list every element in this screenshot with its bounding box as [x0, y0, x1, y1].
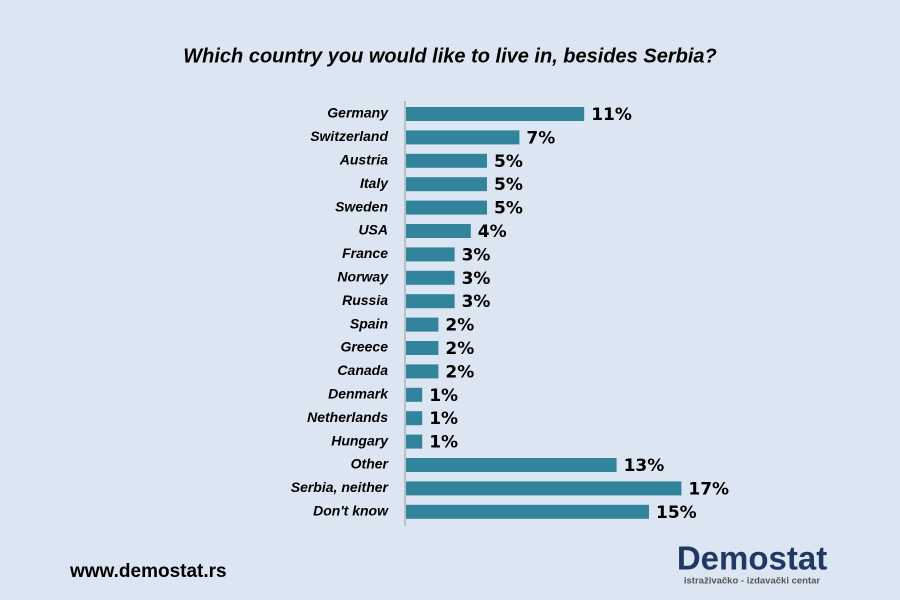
category-label: Denmark	[328, 386, 389, 402]
bar	[406, 294, 455, 309]
category-label: France	[342, 245, 388, 261]
bar	[406, 270, 455, 285]
bar	[406, 387, 423, 402]
bar	[406, 130, 520, 145]
category-label: Other	[351, 456, 390, 472]
category-label: Netherlands	[307, 409, 388, 425]
logo: Demostat	[677, 540, 827, 577]
bar	[406, 411, 423, 426]
value-label: 13%	[624, 456, 665, 476]
value-label: 5%	[494, 175, 523, 195]
category-label: Hungary	[331, 432, 389, 448]
value-label: 1%	[429, 433, 458, 453]
category-label: Switzerland	[310, 128, 388, 144]
value-label: 3%	[462, 269, 491, 289]
value-label: 2%	[445, 316, 474, 336]
bar	[406, 200, 487, 215]
website: www.demostat.rs	[69, 561, 227, 582]
value-label: 15%	[656, 503, 697, 523]
bar	[406, 317, 439, 332]
category-label: Canada	[337, 362, 388, 378]
bar	[406, 247, 455, 262]
bar	[406, 341, 439, 355]
bar	[406, 364, 439, 379]
bar	[406, 434, 423, 449]
category-label: Russia	[342, 292, 388, 308]
value-label: 2%	[445, 362, 474, 382]
category-label: Italy	[360, 175, 389, 191]
category-label: Germany	[327, 105, 389, 121]
value-label: 5%	[494, 152, 523, 172]
category-label: Sweden	[335, 198, 388, 214]
value-label: 7%	[526, 128, 555, 148]
category-label: Serbia, neither	[291, 479, 390, 495]
bar	[406, 458, 617, 472]
value-label: 17%	[688, 479, 729, 499]
value-label: 3%	[462, 245, 491, 265]
value-label: 2%	[445, 339, 474, 359]
bar	[406, 224, 471, 238]
value-label: 1%	[429, 386, 458, 406]
category-label: Spain	[350, 315, 388, 331]
value-label: 3%	[462, 292, 491, 312]
value-label: 5%	[494, 199, 523, 219]
category-label: USA	[358, 222, 388, 238]
category-label: Don't know	[313, 503, 389, 519]
logo-tagline: istraživačko - izdavački centar	[684, 576, 821, 587]
category-label: Greece	[341, 339, 389, 355]
bar	[406, 107, 585, 121]
bar	[406, 177, 487, 192]
value-label: 11%	[591, 105, 632, 125]
bar	[406, 504, 649, 519]
value-label: 4%	[478, 222, 507, 242]
category-label: Austria	[339, 152, 388, 168]
bar	[406, 481, 682, 496]
category-label: Norway	[337, 269, 389, 285]
value-label: 1%	[429, 409, 458, 429]
chart-title: Which country you would like to live in,…	[183, 45, 716, 67]
bar	[406, 153, 487, 168]
